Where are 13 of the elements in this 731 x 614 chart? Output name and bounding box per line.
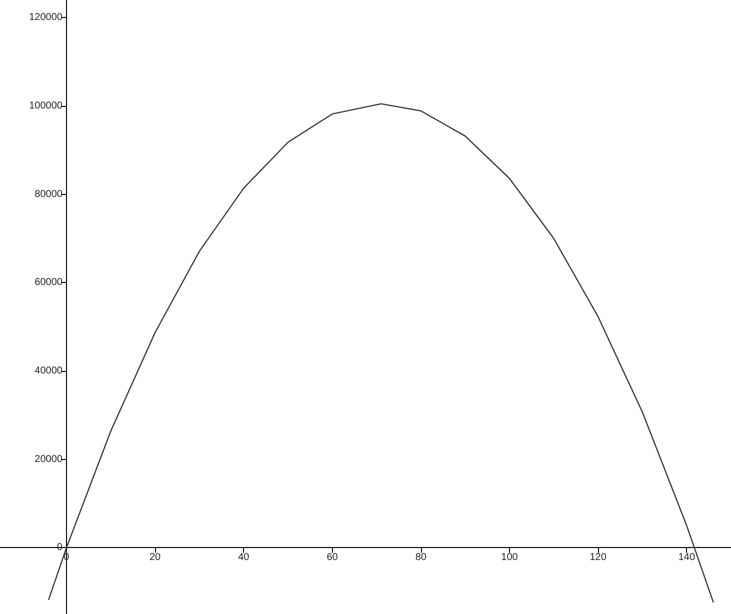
x-tick-label: 20	[150, 552, 162, 564]
x-tick-label: 80	[415, 552, 427, 564]
x-tick-label: 120	[590, 552, 607, 564]
x-tick-label: 100	[501, 552, 518, 564]
y-tick-label: 40000	[34, 366, 63, 377]
y-tick-label: 80000	[34, 188, 63, 200]
x-tick-label: 140	[678, 552, 696, 564]
y-tick-label: 60000	[34, 277, 63, 288]
x-tick-label: 60	[326, 552, 338, 564]
y-tick-label: 100000	[29, 100, 63, 112]
y-tick-label: 120000	[29, 12, 63, 24]
x-tick-label: 40	[238, 552, 250, 564]
y-tick-label: 20000	[34, 454, 63, 465]
